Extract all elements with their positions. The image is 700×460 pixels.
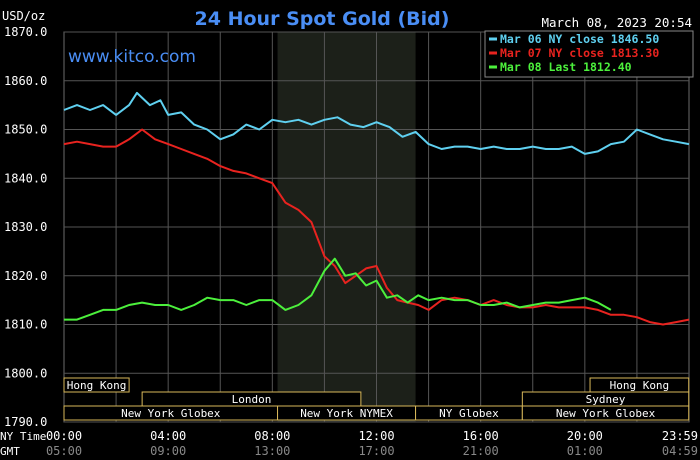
x-tick-label-ny: 04:00 — [150, 429, 186, 443]
session-label: New York Globex — [121, 407, 221, 420]
gmt-prefix: GMT — [0, 445, 20, 458]
legend-label-mar06: Mar 06 NY close 1846.50 — [500, 32, 659, 46]
session-label: Hong Kong — [610, 379, 670, 392]
legend-label-mar08: Mar 08 Last 1812.40 — [500, 60, 632, 74]
y-tick-label: 1830.0 — [4, 220, 47, 234]
series-line-2 — [63, 128, 690, 326]
session-bar: Hong Kong — [63, 377, 130, 393]
series-line-3 — [64, 257, 612, 321]
series-line-1 — [63, 91, 690, 155]
y-tick-label: 1860.0 — [4, 74, 47, 88]
y-tick-label: 1850.0 — [4, 123, 47, 137]
y-axis-unit: USD/oz — [2, 9, 45, 23]
session-bar: NY Globex — [415, 405, 523, 421]
legend-label-mar07: Mar 07 NY close 1813.30 — [500, 46, 659, 60]
session-bar: London — [141, 391, 362, 407]
y-tick-label: 1870.0 — [4, 25, 47, 39]
y-tick-label: 1810.0 — [4, 318, 47, 332]
x-tick-label-ny: 12:00 — [358, 429, 394, 443]
x-tick-label-gmt: 05:00 — [46, 444, 82, 458]
y-tick-label: 1820.0 — [4, 269, 47, 283]
session-label: New York Globex — [556, 407, 656, 420]
x-tick-label-ny: 08:00 — [254, 429, 290, 443]
session-bar: New York NYMEX — [277, 405, 417, 421]
chart-datetime: March 08, 2023 20:54 — [541, 15, 692, 30]
y-tick-label: 1790.0 — [4, 415, 47, 429]
session-label: New York NYMEX — [300, 407, 393, 420]
legend-box: Mar 06 NY close 1846.50 Mar 07 NY close … — [484, 30, 694, 78]
x-tick-label-gmt: 21:00 — [463, 444, 499, 458]
x-tick-label-gmt: 17:00 — [358, 444, 394, 458]
session-label: Sydney — [586, 393, 626, 406]
chart-title: 24 Hour Spot Gold (Bid) — [195, 8, 450, 30]
session-label: Hong Kong — [67, 379, 127, 392]
x-tick-label-ny: 20:00 — [567, 429, 603, 443]
session-bar: Sydney — [521, 391, 690, 407]
session-bar: Hong Kong — [589, 377, 690, 393]
y-tick-label: 1800.0 — [4, 366, 47, 380]
session-label: NY Globex — [439, 407, 499, 420]
session-bar: New York Globex — [63, 405, 279, 421]
session-bar: New York Globex — [521, 405, 690, 421]
x-tick-label-gmt: 04:59 — [662, 444, 698, 458]
session-label: London — [232, 393, 272, 406]
x-tick-label-ny: 16:00 — [463, 429, 499, 443]
x-tick-label-gmt: 01:00 — [567, 444, 603, 458]
y-tick-label: 1840.0 — [4, 171, 47, 185]
ny-time-prefix: NY Time — [0, 430, 46, 443]
x-tick-label-ny: 23:59 — [662, 429, 698, 443]
x-tick-label-ny: 00:00 — [46, 429, 82, 443]
kitco-watermark: www.kitco.com — [68, 47, 196, 67]
x-tick-label-gmt: 13:00 — [254, 444, 290, 458]
x-tick-label-gmt: 09:00 — [150, 444, 186, 458]
